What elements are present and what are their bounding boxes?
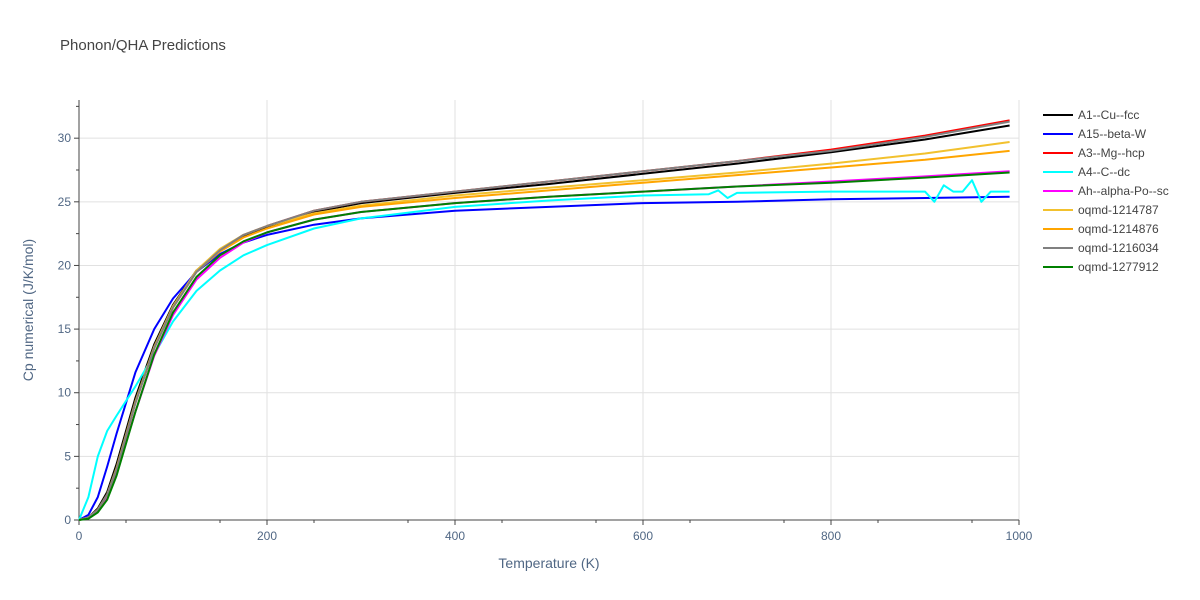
x-tick-label: 800 bbox=[821, 529, 841, 543]
legend-item[interactable]: oqmd-1214876 bbox=[1043, 222, 1159, 236]
legend-label: oqmd-1216034 bbox=[1078, 241, 1159, 255]
y-tick-label: 10 bbox=[58, 386, 72, 400]
y-axis-title: Cp numerical (J/K/mol) bbox=[20, 239, 36, 381]
legend-item[interactable]: A4--C--dc bbox=[1043, 165, 1130, 179]
legend-item[interactable]: Ah--alpha-Po--sc bbox=[1043, 184, 1169, 198]
legend-label: A4--C--dc bbox=[1078, 165, 1130, 179]
legend-item[interactable]: oqmd-1277912 bbox=[1043, 260, 1159, 274]
y-tick-label: 30 bbox=[58, 131, 72, 145]
series-line-A4--C--dc bbox=[78, 179, 1010, 521]
legend-item[interactable]: A3--Mg--hcp bbox=[1043, 146, 1145, 160]
legend-label: A1--Cu--fcc bbox=[1078, 108, 1139, 122]
series-line-Ah--alpha-Po--sc bbox=[78, 170, 1010, 521]
legend-label: A15--beta-W bbox=[1078, 127, 1147, 141]
grid bbox=[79, 100, 1020, 520]
axes: 0 200 400 600 800 1000 0 5 10 15 20 25 30 bbox=[58, 100, 1033, 543]
y-tick-label: 25 bbox=[58, 195, 72, 209]
x-tick-label: 1000 bbox=[1006, 529, 1033, 543]
x-tick-label: 600 bbox=[633, 529, 653, 543]
legend-label: A3--Mg--hcp bbox=[1078, 146, 1145, 160]
x-tick-label: 0 bbox=[76, 529, 83, 543]
legend-label: Ah--alpha-Po--sc bbox=[1078, 184, 1169, 198]
series-line-oqmd-1277912 bbox=[78, 171, 1010, 521]
y-tick-label: 5 bbox=[64, 449, 71, 463]
y-tick-label: 15 bbox=[58, 322, 72, 336]
series-line-oqmd-1216034 bbox=[78, 120, 1010, 521]
legend-label: oqmd-1277912 bbox=[1078, 260, 1159, 274]
series-line-A15--beta-W bbox=[78, 195, 1010, 521]
legend-label: oqmd-1214787 bbox=[1078, 203, 1159, 217]
series-line-A1--Cu--fcc bbox=[78, 124, 1010, 521]
chart-title: Phonon/QHA Predictions bbox=[60, 37, 226, 54]
y-tick-label: 20 bbox=[58, 258, 72, 272]
plot-area bbox=[78, 119, 1010, 521]
x-tick-label: 400 bbox=[445, 529, 465, 543]
y-tick-label: 0 bbox=[64, 513, 71, 527]
legend-item[interactable]: A15--beta-W bbox=[1043, 127, 1147, 141]
legend[interactable]: A1--Cu--fcc A15--beta-W A3--Mg--hcp A4--C--… bbox=[1043, 108, 1169, 274]
legend-label: oqmd-1214876 bbox=[1078, 222, 1159, 236]
legend-item[interactable]: A1--Cu--fcc bbox=[1043, 108, 1139, 122]
legend-item[interactable]: oqmd-1214787 bbox=[1043, 203, 1159, 217]
legend-item[interactable]: oqmd-1216034 bbox=[1043, 241, 1159, 255]
x-tick-label: 200 bbox=[257, 529, 277, 543]
x-axis-title: Temperature (K) bbox=[498, 555, 599, 571]
